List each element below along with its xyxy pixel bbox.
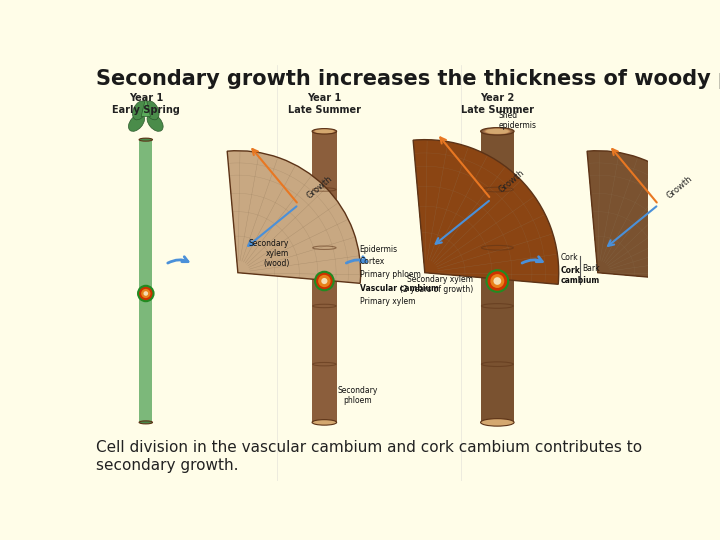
Wedge shape — [423, 253, 445, 274]
Wedge shape — [588, 168, 703, 282]
Ellipse shape — [145, 101, 159, 120]
Polygon shape — [141, 97, 150, 117]
Text: Growth: Growth — [665, 174, 694, 200]
Bar — [481, 131, 514, 422]
Wedge shape — [593, 214, 657, 278]
Text: Bark: Bark — [582, 265, 600, 273]
Ellipse shape — [481, 418, 514, 426]
Ellipse shape — [483, 128, 511, 134]
Circle shape — [490, 274, 504, 288]
Bar — [483, 131, 511, 422]
Wedge shape — [414, 149, 549, 284]
Wedge shape — [417, 186, 512, 280]
Ellipse shape — [139, 421, 153, 424]
Ellipse shape — [140, 138, 151, 141]
Bar — [139, 140, 153, 422]
Ellipse shape — [140, 138, 152, 141]
Ellipse shape — [312, 129, 337, 134]
Text: Cell division in the vascular cambium and cork cambium contributes to
secondary : Cell division in the vascular cambium an… — [96, 441, 642, 473]
Ellipse shape — [314, 129, 335, 133]
Ellipse shape — [315, 129, 333, 133]
Circle shape — [318, 275, 330, 287]
Text: Growth: Growth — [498, 168, 526, 195]
Text: Growth: Growth — [305, 174, 334, 200]
Bar — [312, 131, 337, 422]
Wedge shape — [598, 267, 604, 273]
Wedge shape — [595, 239, 632, 276]
Text: Secondary growth increases the thickness of woody plants.: Secondary growth increases the thickness… — [96, 70, 720, 90]
Circle shape — [321, 278, 328, 284]
Text: Secondary xylem
(2 years of growth): Secondary xylem (2 years of growth) — [400, 274, 474, 294]
Bar — [313, 131, 336, 422]
Ellipse shape — [481, 127, 514, 135]
Text: Primary xylem: Primary xylem — [360, 298, 415, 307]
Circle shape — [138, 286, 153, 301]
Text: Secondary
xylem
(wood): Secondary xylem (wood) — [249, 239, 289, 268]
Text: Cork: Cork — [560, 253, 578, 262]
Ellipse shape — [128, 114, 145, 131]
Circle shape — [141, 289, 150, 298]
Ellipse shape — [312, 420, 337, 425]
Text: Year 1
Early Spring: Year 1 Early Spring — [112, 93, 180, 114]
Wedge shape — [230, 178, 333, 281]
Wedge shape — [415, 157, 541, 283]
Wedge shape — [413, 140, 559, 284]
Text: Cortex: Cortex — [360, 258, 385, 266]
Ellipse shape — [485, 129, 510, 134]
Text: Cork: Cork — [560, 266, 580, 275]
Text: Year 2
Late Summer: Year 2 Late Summer — [461, 93, 534, 114]
Bar — [314, 131, 335, 422]
Bar — [315, 131, 333, 422]
Wedge shape — [424, 264, 434, 274]
Ellipse shape — [482, 128, 513, 135]
Wedge shape — [588, 160, 711, 282]
Text: Epidermis: Epidermis — [360, 245, 398, 254]
Wedge shape — [231, 199, 312, 279]
Wedge shape — [230, 190, 321, 280]
Wedge shape — [589, 175, 696, 281]
Text: Shed
epidermis: Shed epidermis — [498, 111, 536, 130]
Circle shape — [143, 291, 148, 296]
Bar — [485, 131, 510, 422]
Wedge shape — [591, 197, 674, 279]
Circle shape — [493, 277, 501, 285]
Wedge shape — [420, 213, 485, 278]
Wedge shape — [415, 166, 532, 282]
Ellipse shape — [147, 114, 163, 131]
Circle shape — [487, 270, 508, 292]
Bar — [482, 131, 513, 422]
Ellipse shape — [313, 129, 336, 134]
Bar — [140, 140, 151, 422]
Text: Primary phloem: Primary phloem — [360, 270, 420, 279]
Text: cambium: cambium — [560, 276, 600, 285]
Wedge shape — [587, 151, 720, 284]
Ellipse shape — [139, 138, 153, 141]
Text: Secondary
phloem: Secondary phloem — [338, 386, 378, 405]
Wedge shape — [590, 183, 688, 281]
Wedge shape — [228, 163, 348, 282]
Bar — [140, 140, 152, 422]
Wedge shape — [228, 151, 361, 284]
Ellipse shape — [486, 129, 509, 134]
Ellipse shape — [132, 101, 147, 120]
Text: Year 1
Late Summer: Year 1 Late Summer — [288, 93, 361, 114]
Wedge shape — [596, 258, 613, 274]
Bar — [486, 131, 509, 422]
Circle shape — [315, 272, 333, 291]
Wedge shape — [237, 258, 253, 274]
Text: Vascular cambium: Vascular cambium — [360, 284, 438, 293]
